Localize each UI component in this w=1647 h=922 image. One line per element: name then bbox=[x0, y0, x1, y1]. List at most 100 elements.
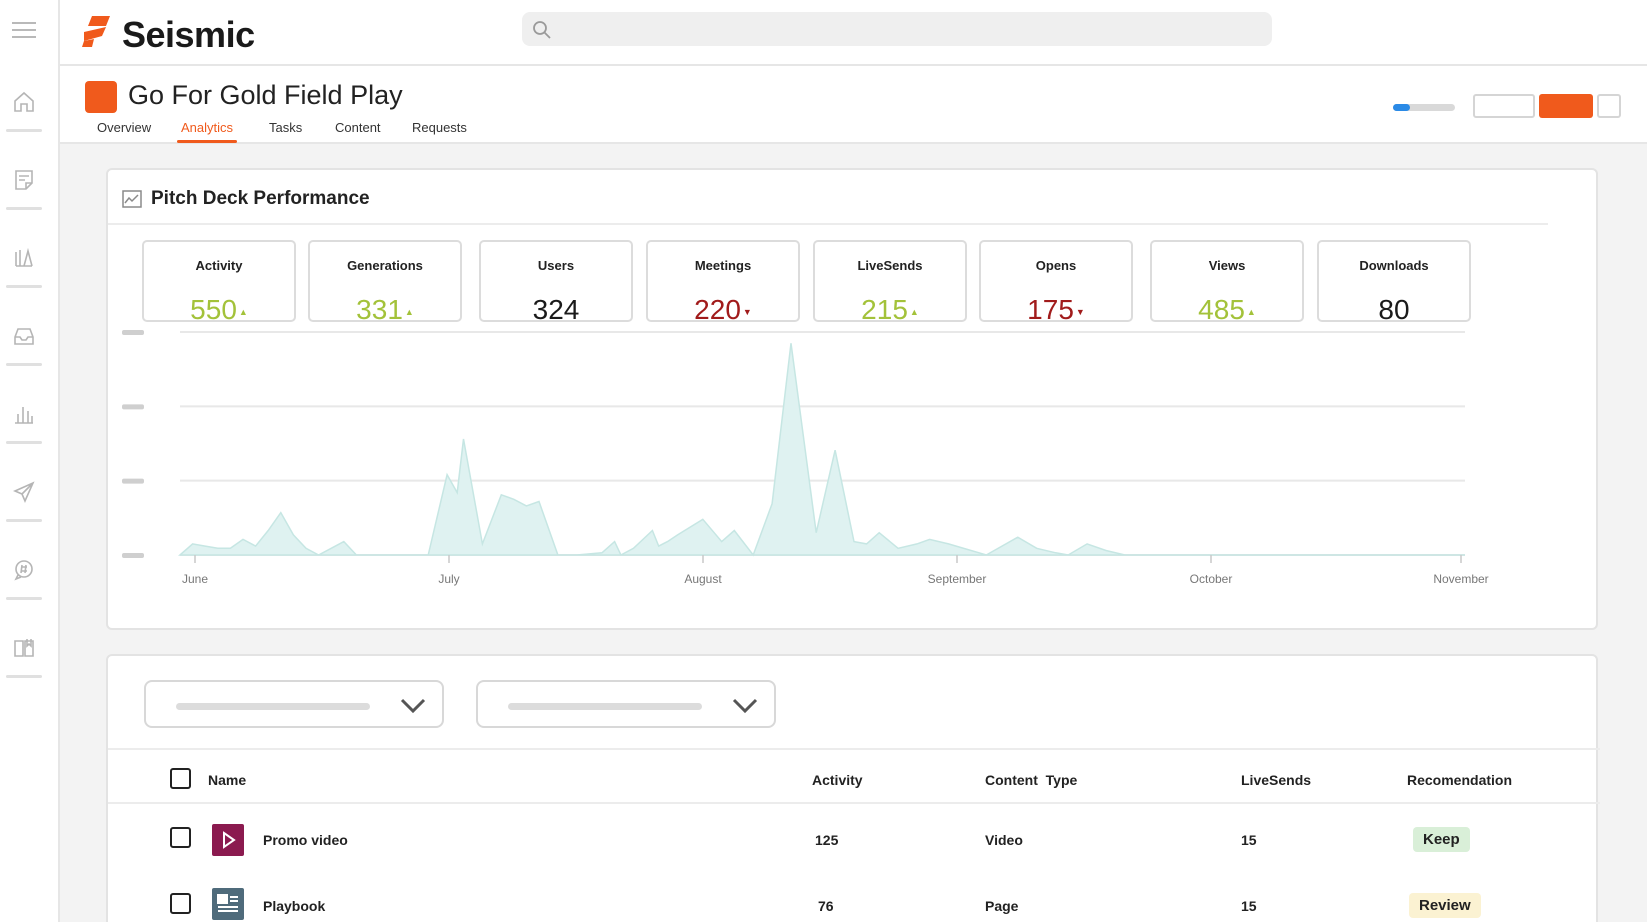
stat-card-downloads[interactable]: Downloads 80 bbox=[1317, 240, 1471, 325]
trend-up-icon: ▲ bbox=[404, 307, 414, 317]
stat-value: 175 bbox=[1027, 294, 1074, 325]
stat-value: 324 bbox=[532, 294, 580, 325]
stat-card-activity[interactable]: Activity 550 ▲ bbox=[142, 240, 296, 325]
chevron-down-icon bbox=[732, 698, 758, 714]
stat-card-opens[interactable]: Opens 175 ▼ bbox=[979, 240, 1133, 325]
rail-library[interactable] bbox=[6, 238, 42, 288]
row-activity: 125 bbox=[815, 832, 839, 848]
stat-card-livesends[interactable]: LiveSends 215 ▲ bbox=[813, 240, 967, 325]
activity-area-chart: June July August September October November bbox=[122, 330, 1489, 586]
x-tick-label: June bbox=[182, 572, 208, 586]
y-tick-placeholder bbox=[122, 478, 144, 484]
line-chart-icon bbox=[122, 190, 142, 208]
trend-up-icon: ▲ bbox=[909, 307, 919, 317]
brand-name: Seismic bbox=[122, 14, 255, 55]
table-row[interactable]: Playbook 76 Page 15 Review bbox=[108, 870, 1600, 922]
hamburger-menu-icon[interactable] bbox=[12, 22, 36, 38]
stat-label: Users bbox=[537, 258, 575, 273]
tab-analytics[interactable]: Analytics bbox=[176, 120, 238, 143]
row-name[interactable]: Playbook bbox=[263, 898, 326, 914]
rail-send[interactable] bbox=[6, 472, 42, 522]
tab-overview[interactable]: Overview bbox=[97, 120, 152, 135]
column-header-livesends[interactable]: LiveSends bbox=[1241, 772, 1312, 788]
rail-chat-indicator bbox=[6, 597, 42, 600]
rail-home-indicator bbox=[6, 129, 42, 132]
rail-library-indicator bbox=[6, 285, 42, 288]
stat-value: 331 bbox=[356, 294, 403, 325]
recommendation-badge: Keep bbox=[1413, 827, 1470, 852]
stat-card-users[interactable]: Users 324 bbox=[479, 240, 633, 325]
top-header: Seismic bbox=[60, 0, 1647, 66]
y-tick-placeholder bbox=[122, 404, 144, 410]
secondary-action-button[interactable] bbox=[1473, 94, 1535, 118]
table-row[interactable]: Promo video 125 Video 15 Keep bbox=[108, 804, 1600, 870]
inbox-icon bbox=[14, 328, 34, 345]
performance-title: Pitch Deck Performance bbox=[151, 188, 370, 209]
y-tick-placeholder bbox=[122, 553, 144, 558]
column-header-recommendation[interactable]: Recomendation bbox=[1407, 772, 1513, 788]
stat-label: LiveSends bbox=[857, 258, 923, 273]
select-all-checkbox[interactable] bbox=[170, 768, 191, 789]
rail-book-indicator bbox=[6, 675, 42, 678]
page-doc-icon bbox=[212, 888, 244, 920]
stat-label: Opens bbox=[1035, 258, 1077, 273]
stat-card-meetings[interactable]: Meetings 220 ▼ bbox=[646, 240, 800, 325]
send-icon bbox=[13, 481, 35, 503]
tab-content[interactable]: Content bbox=[335, 120, 381, 135]
stat-value: 80 bbox=[1378, 294, 1410, 325]
trend-up-icon: ▲ bbox=[238, 307, 248, 317]
search-icon bbox=[533, 21, 551, 39]
row-name[interactable]: Promo video bbox=[263, 832, 348, 848]
stat-value: 220 bbox=[694, 294, 741, 325]
column-header-content-type[interactable]: Content Type bbox=[985, 772, 1078, 788]
stat-value: 550 bbox=[190, 294, 237, 325]
stat-card-generations[interactable]: Generations 331 ▲ bbox=[308, 240, 462, 325]
row-checkbox[interactable] bbox=[170, 893, 191, 914]
rail-analytics-indicator bbox=[6, 441, 42, 444]
dropdown-placeholder bbox=[176, 703, 370, 710]
x-tick-label: August bbox=[684, 572, 722, 586]
global-search-input[interactable] bbox=[522, 12, 1272, 46]
chat-icon bbox=[14, 560, 33, 581]
column-header-name[interactable]: Name bbox=[208, 772, 247, 788]
x-tick-label: July bbox=[438, 572, 459, 586]
tab-tasks[interactable]: Tasks bbox=[269, 120, 303, 135]
trend-down-icon: ▼ bbox=[1075, 307, 1085, 317]
rail-book[interactable] bbox=[6, 628, 42, 678]
rail-inbox-indicator bbox=[6, 363, 42, 366]
rail-home[interactable] bbox=[6, 82, 42, 132]
rail-analytics[interactable] bbox=[6, 394, 42, 444]
x-tick-label: November bbox=[1433, 572, 1488, 586]
primary-action-button[interactable] bbox=[1539, 94, 1593, 118]
column-header-activity[interactable]: Activity bbox=[812, 772, 863, 788]
stat-value: 485 bbox=[1198, 294, 1245, 325]
stat-card-views[interactable]: Views 485 ▲ bbox=[1150, 240, 1304, 325]
filter-dropdown-2[interactable] bbox=[476, 680, 776, 728]
row-checkbox[interactable] bbox=[170, 827, 191, 848]
trend-up-icon: ▲ bbox=[1246, 307, 1256, 317]
content-table-card: Name Activity Content Type LiveSends Rec… bbox=[106, 654, 1600, 922]
progress-bar-fill bbox=[1393, 104, 1411, 111]
row-content-type: Video bbox=[985, 832, 1023, 848]
x-tick-label: September bbox=[928, 572, 987, 586]
video-play-icon bbox=[212, 824, 244, 856]
filter-dropdown-1[interactable] bbox=[144, 680, 444, 728]
row-livesends: 15 bbox=[1241, 898, 1257, 914]
table-top-divider bbox=[108, 748, 1600, 750]
trend-down-icon: ▼ bbox=[742, 307, 752, 317]
performance-divider bbox=[108, 223, 1548, 225]
activity-area-series bbox=[178, 343, 1465, 557]
y-tick-placeholder bbox=[122, 330, 144, 335]
stat-value: 215 bbox=[861, 294, 908, 325]
stat-label: Meetings bbox=[694, 258, 752, 273]
more-options-button[interactable] bbox=[1597, 94, 1621, 118]
recommendation-badge: Review bbox=[1409, 893, 1481, 918]
tab-requests[interactable]: Requests bbox=[412, 120, 467, 135]
rail-notes[interactable] bbox=[6, 160, 42, 210]
brand-logo[interactable]: Seismic bbox=[82, 12, 282, 55]
book-icon bbox=[14, 639, 34, 657]
stat-label: Downloads bbox=[1359, 258, 1429, 273]
rail-chat[interactable] bbox=[6, 550, 42, 600]
page-title: Go For Gold Field Play bbox=[128, 80, 403, 110]
rail-inbox[interactable] bbox=[6, 316, 42, 366]
